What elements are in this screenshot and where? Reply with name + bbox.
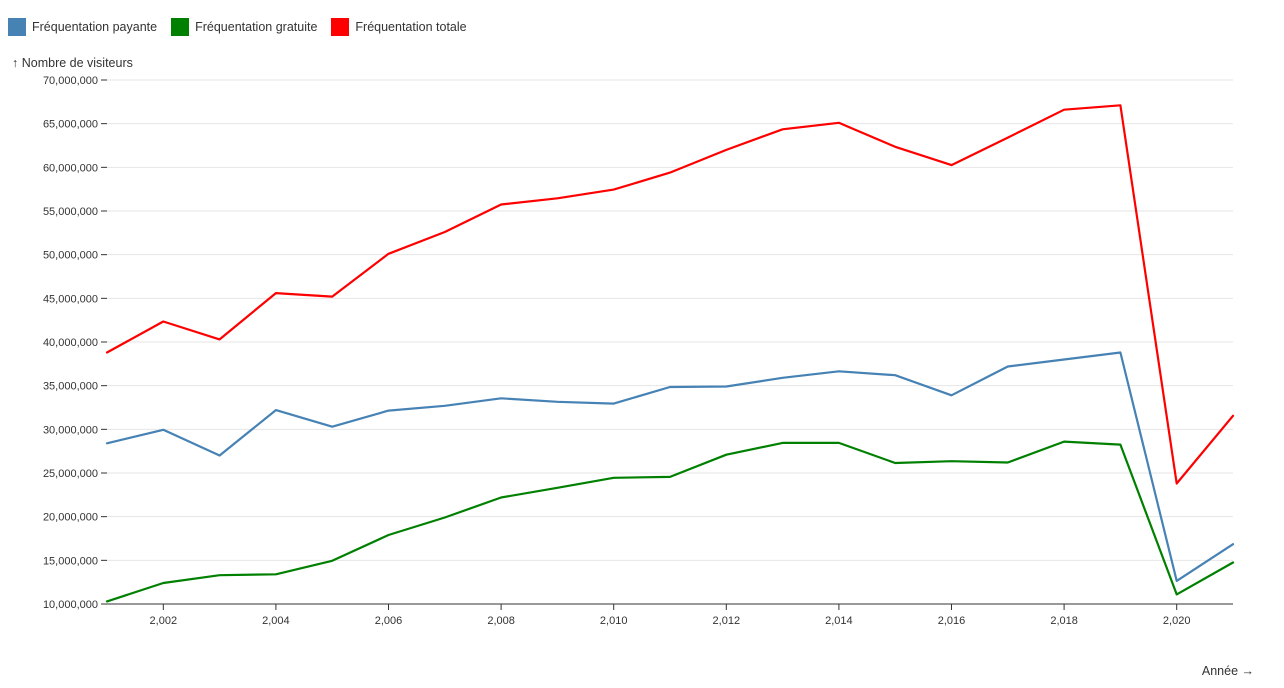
legend-label-payante: Fréquentation payante [32,20,158,34]
x-tick-label: 2,012 [713,615,741,627]
x-tick-label: 2,006 [375,615,403,627]
series-line-gratuite [105,440,1235,603]
legend-item-totale: Fréquentation totale [331,18,467,36]
y-axis-title: ↑ Nombre de visiteurs [12,56,133,70]
x-tick-label: 2,014 [825,615,853,627]
legend-swatch-payante [8,18,26,36]
x-tick-label: 2,018 [1050,615,1078,627]
legend-item-payante: Fréquentation payante [8,18,157,36]
x-tick-label: 2,008 [487,615,515,627]
x-tick-label: 2,020 [1163,615,1191,627]
y-tick-label: 65,000,000 [43,119,98,131]
y-tick-label: 20,000,000 [43,512,98,524]
y-tick-label: 35,000,000 [43,381,98,393]
legend-swatch-gratuite [171,18,190,36]
y-tick-label: 55,000,000 [43,206,98,218]
legend-label-totale: Fréquentation totale [355,20,467,34]
y-tick-label: 15,000,000 [43,555,98,567]
y-tick-label: 70,000,000 [43,75,98,87]
y-tick-label: 25,000,000 [43,468,98,480]
legend-label-gratuite: Fréquentation gratuite [195,20,318,34]
y-tick-label: 10,000,000 [43,599,98,611]
x-tick-label: 2,010 [600,615,628,627]
legend: Fréquentation payante Fréquentation grat… [8,18,467,36]
y-tick-label: 45,000,000 [43,293,98,305]
legend-item-gratuite: Fréquentation gratuite [171,18,317,36]
x-tick-label: 2,004 [262,615,290,627]
x-tick-label: 2,016 [938,615,966,627]
x-tick-label: 2,002 [150,615,178,627]
x-axis-title: Année → [1201,664,1254,678]
y-tick-label: 60,000,000 [43,162,98,174]
legend-swatch-totale [331,18,350,36]
y-tick-label: 30,000,000 [43,424,98,436]
y-tick-label: 50,000,000 [43,250,98,262]
series-line-totale [105,104,1235,485]
series-line-payante [105,351,1235,582]
y-tick-label: 40,000,000 [43,337,98,349]
